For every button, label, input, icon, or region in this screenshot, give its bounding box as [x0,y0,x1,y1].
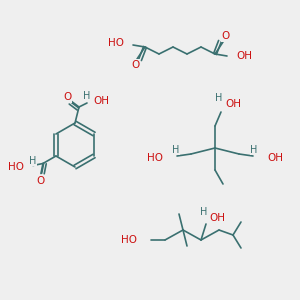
Text: OH: OH [225,99,241,109]
Text: O: O [63,92,71,102]
Text: OH: OH [209,213,225,223]
Text: OH: OH [93,96,109,106]
Text: HO: HO [121,235,137,245]
Text: OH: OH [236,51,252,61]
Text: OH: OH [267,153,283,163]
Text: HO: HO [108,38,124,48]
Text: H: H [215,93,223,103]
Text: H: H [250,145,258,155]
Text: H: H [83,91,91,101]
Text: H: H [200,207,208,217]
Text: H: H [29,155,37,166]
Text: HO: HO [8,163,24,172]
Text: O: O [222,31,230,41]
Text: O: O [37,176,45,185]
Text: O: O [131,60,139,70]
Text: H: H [172,145,180,155]
Text: HO: HO [147,153,163,163]
